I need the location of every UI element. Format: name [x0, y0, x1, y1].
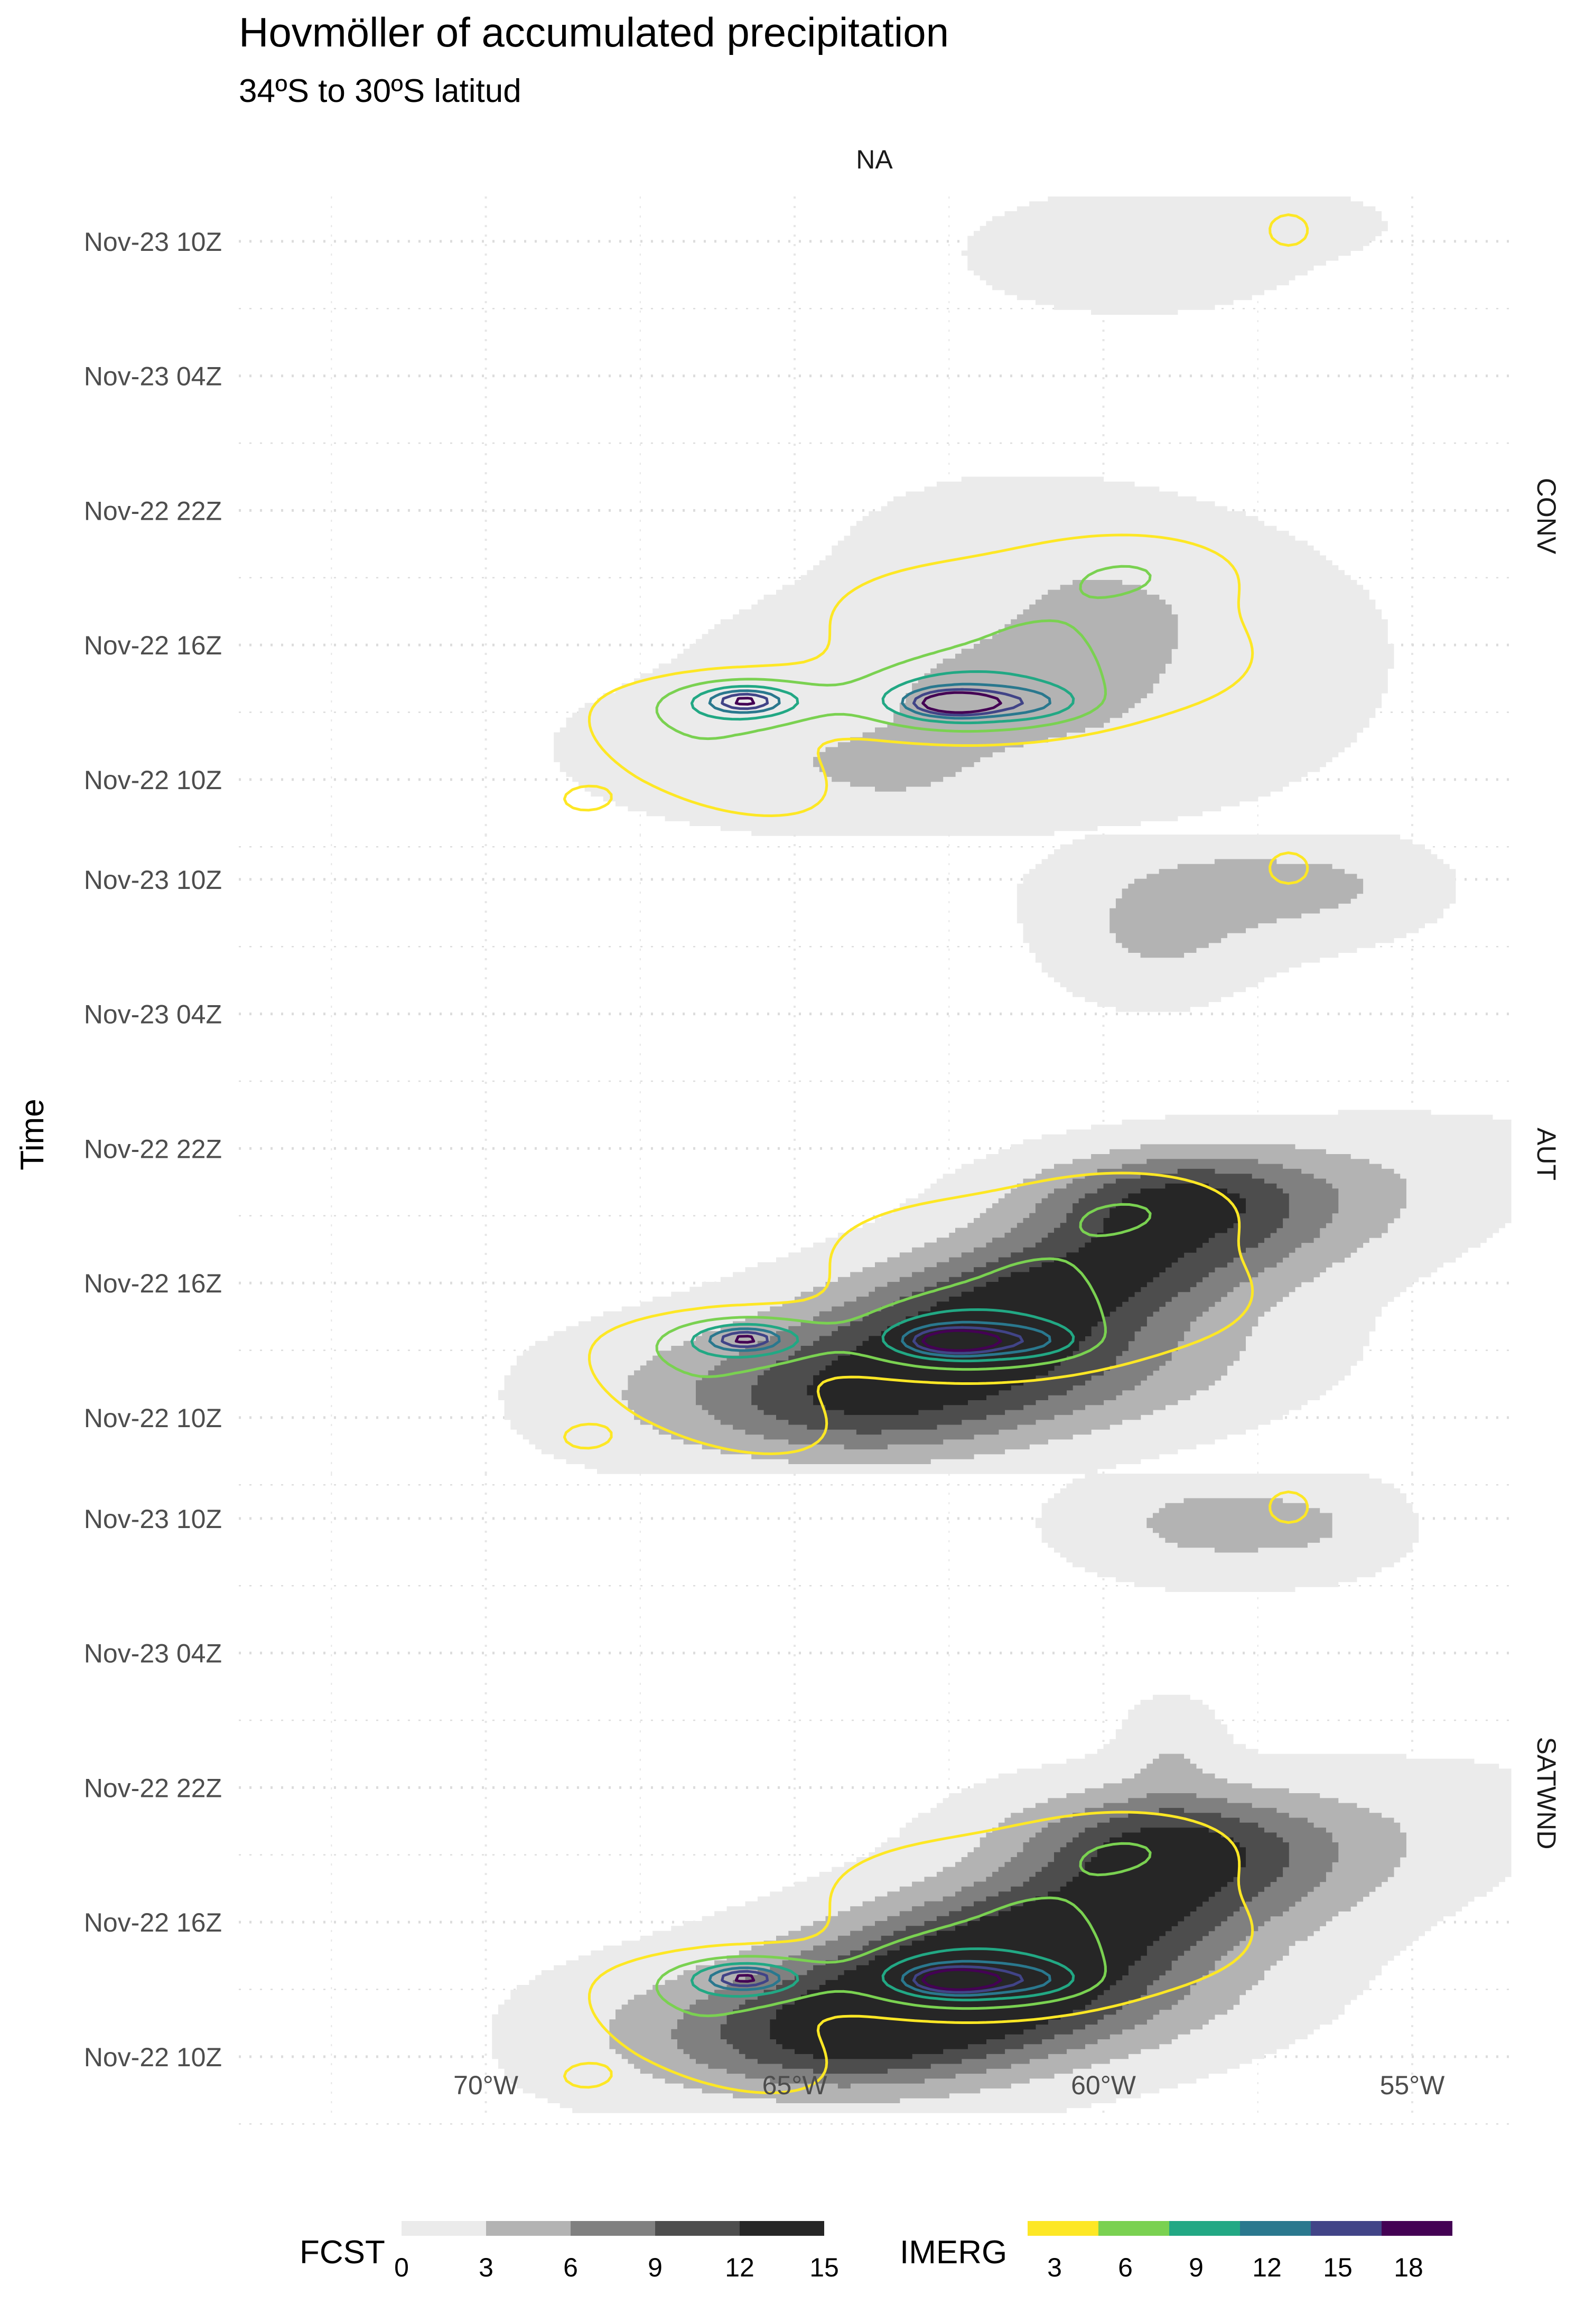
y-tick-label: Nov-22 16Z — [84, 1908, 222, 1937]
imerg-legend-title: IMERG — [900, 2234, 1007, 2271]
imerg-contour-6 — [655, 1842, 1152, 2018]
panel-satwnd: Nov-22 10Z Nov-22 16Z Nov-22 22Z Nov-23 04Z… — [84, 1474, 1561, 2125]
imerg-contour-12 — [708, 1960, 1051, 1997]
imerg-contour-15 — [721, 1965, 1024, 1994]
imerg-legend-label: 9 — [1189, 2253, 1204, 2282]
y-tick-label: Nov-23 04Z — [84, 1000, 222, 1029]
panels-layer: Nov-22 10Z Nov-22 16Z Nov-22 22Z Nov-23 04Z… — [84, 196, 1561, 2125]
fcst-legend-swatch — [740, 2221, 824, 2236]
imerg-contour-12 — [708, 682, 1051, 720]
imerg-contour-3 — [563, 1491, 1309, 2094]
imerg-contour-15 — [721, 1326, 1024, 1355]
x-tick-label: 70°W — [453, 2070, 519, 2100]
y-tick-label: Nov-23 10Z — [84, 1504, 222, 1534]
imerg-legend-label: 18 — [1394, 2253, 1423, 2282]
imerg-contour-12 — [708, 1320, 1051, 1358]
panel-strip-label: AUT — [1532, 1128, 1561, 1180]
y-tick-label: Nov-23 04Z — [84, 362, 222, 391]
imerg-contours — [563, 213, 1309, 817]
y-axis-title: Time — [14, 1099, 51, 1170]
imerg-contour-9 — [690, 670, 1075, 725]
fcst-band-6 — [696, 1159, 1339, 1450]
imerg-legend-swatch — [1382, 2221, 1452, 2236]
y-tick-label: Nov-22 16Z — [84, 631, 222, 660]
imerg-contour-18 — [734, 1968, 1002, 1991]
imerg-legend-swatch — [1098, 2221, 1169, 2236]
imerg-contour-9 — [690, 1947, 1075, 2002]
fcst-legend-label: 12 — [725, 2253, 754, 2282]
y-tick-label: Nov-22 10Z — [84, 2042, 222, 2072]
fcst-band-9 — [751, 1168, 1289, 1435]
imerg-contours — [563, 851, 1309, 1455]
y-axis-labels: Nov-22 10Z Nov-22 16Z Nov-22 22Z Nov-23 04Z… — [84, 227, 222, 795]
panel-conv: Nov-22 10Z Nov-22 16Z Nov-22 22Z Nov-23 04Z… — [84, 196, 1561, 848]
imerg-legend-swatch — [1311, 2221, 1382, 2236]
x-axis: 70°W 65°W 60°W 55°W — [453, 2070, 1445, 2100]
fcst-band-3 — [609, 1498, 1406, 2103]
fcst-legend-swatch — [655, 2221, 740, 2236]
panel-aut: Nov-22 10Z Nov-22 16Z Nov-22 22Z Nov-23 04Z… — [84, 835, 1561, 1486]
fcst-band-3 — [621, 859, 1406, 1464]
imerg-contour-9 — [690, 1308, 1075, 1363]
imerg-contour-18 — [734, 691, 1002, 714]
chart-title: Hovmöller of accumulated precipitation — [239, 9, 949, 55]
x-tick-label: 60°W — [1071, 2070, 1136, 2100]
imerg-contour-15 — [721, 688, 1024, 717]
fcst-legend-label: 0 — [394, 2253, 409, 2282]
y-tick-label: Nov-22 22Z — [84, 496, 222, 526]
column-strip-label: NA — [856, 145, 893, 174]
y-axis-labels: Nov-22 10Z Nov-22 16Z Nov-22 22Z Nov-23 04Z… — [84, 1504, 222, 2072]
fcst-legend-swatch — [571, 2221, 655, 2236]
y-tick-label: Nov-23 10Z — [84, 865, 222, 895]
imerg-legend-swatch — [1240, 2221, 1311, 2236]
y-tick-label: Nov-23 04Z — [84, 1639, 222, 1669]
fcst-legend-title: FCST — [300, 2234, 385, 2271]
imerg-contour-18 — [734, 1329, 1002, 1352]
fcst-band-9 — [720, 1807, 1289, 2074]
y-tick-label: Nov-22 10Z — [84, 1403, 222, 1433]
legends: FCST 0 3 6 9 12 15 IMERG 3 6 9 12 15 18 — [300, 2221, 1452, 2282]
panel-strip-label: SATWND — [1532, 1737, 1561, 1850]
fcst-band-6 — [671, 1793, 1339, 2089]
y-tick-label: Nov-22 10Z — [84, 765, 222, 795]
imerg-legend-label: 15 — [1323, 2253, 1353, 2282]
chart-subtitle: 34ºS to 30ºS latitud — [239, 73, 521, 109]
x-tick-label: 55°W — [1380, 2070, 1446, 2100]
fcst-band-0 — [554, 196, 1394, 836]
imerg-contour-3 — [563, 213, 1309, 817]
fcst-legend-label: 15 — [809, 2253, 839, 2282]
fcst-band-0 — [498, 835, 1512, 1474]
imerg-legend-label: 6 — [1118, 2253, 1133, 2282]
y-tick-label: Nov-23 10Z — [84, 227, 222, 257]
x-tick-label: 65°W — [762, 2070, 828, 2100]
imerg-legend-label: 3 — [1047, 2253, 1062, 2282]
y-tick-label: Nov-22 22Z — [84, 1773, 222, 1803]
imerg-contour-3 — [563, 851, 1309, 1455]
y-tick-label: Nov-22 22Z — [84, 1134, 222, 1164]
fcst-legend-label: 9 — [648, 2253, 663, 2282]
fcst-band-0 — [492, 1474, 1512, 2113]
imerg-contour-6 — [655, 565, 1152, 741]
imerg-legend-label: 12 — [1252, 2253, 1282, 2282]
imerg-legend-swatch — [1169, 2221, 1240, 2236]
fcst-legend: FCST 0 3 6 9 12 15 — [300, 2221, 839, 2282]
y-tick-label: Nov-22 16Z — [84, 1269, 222, 1298]
imerg-legend-swatch — [1028, 2221, 1098, 2236]
imerg-contour-6 — [655, 1203, 1152, 1379]
y-axis-labels: Nov-22 10Z Nov-22 16Z Nov-22 22Z Nov-23 04Z… — [84, 865, 222, 1433]
fcst-legend-label: 6 — [563, 2253, 578, 2282]
fcst-legend-swatch — [402, 2221, 486, 2236]
imerg-contours — [563, 1491, 1309, 2094]
imerg-legend: IMERG 3 6 9 12 15 18 — [900, 2221, 1452, 2282]
fcst-legend-swatch — [486, 2221, 571, 2236]
fcst-legend-label: 3 — [479, 2253, 493, 2282]
panel-strip-label: CONV — [1532, 478, 1561, 555]
